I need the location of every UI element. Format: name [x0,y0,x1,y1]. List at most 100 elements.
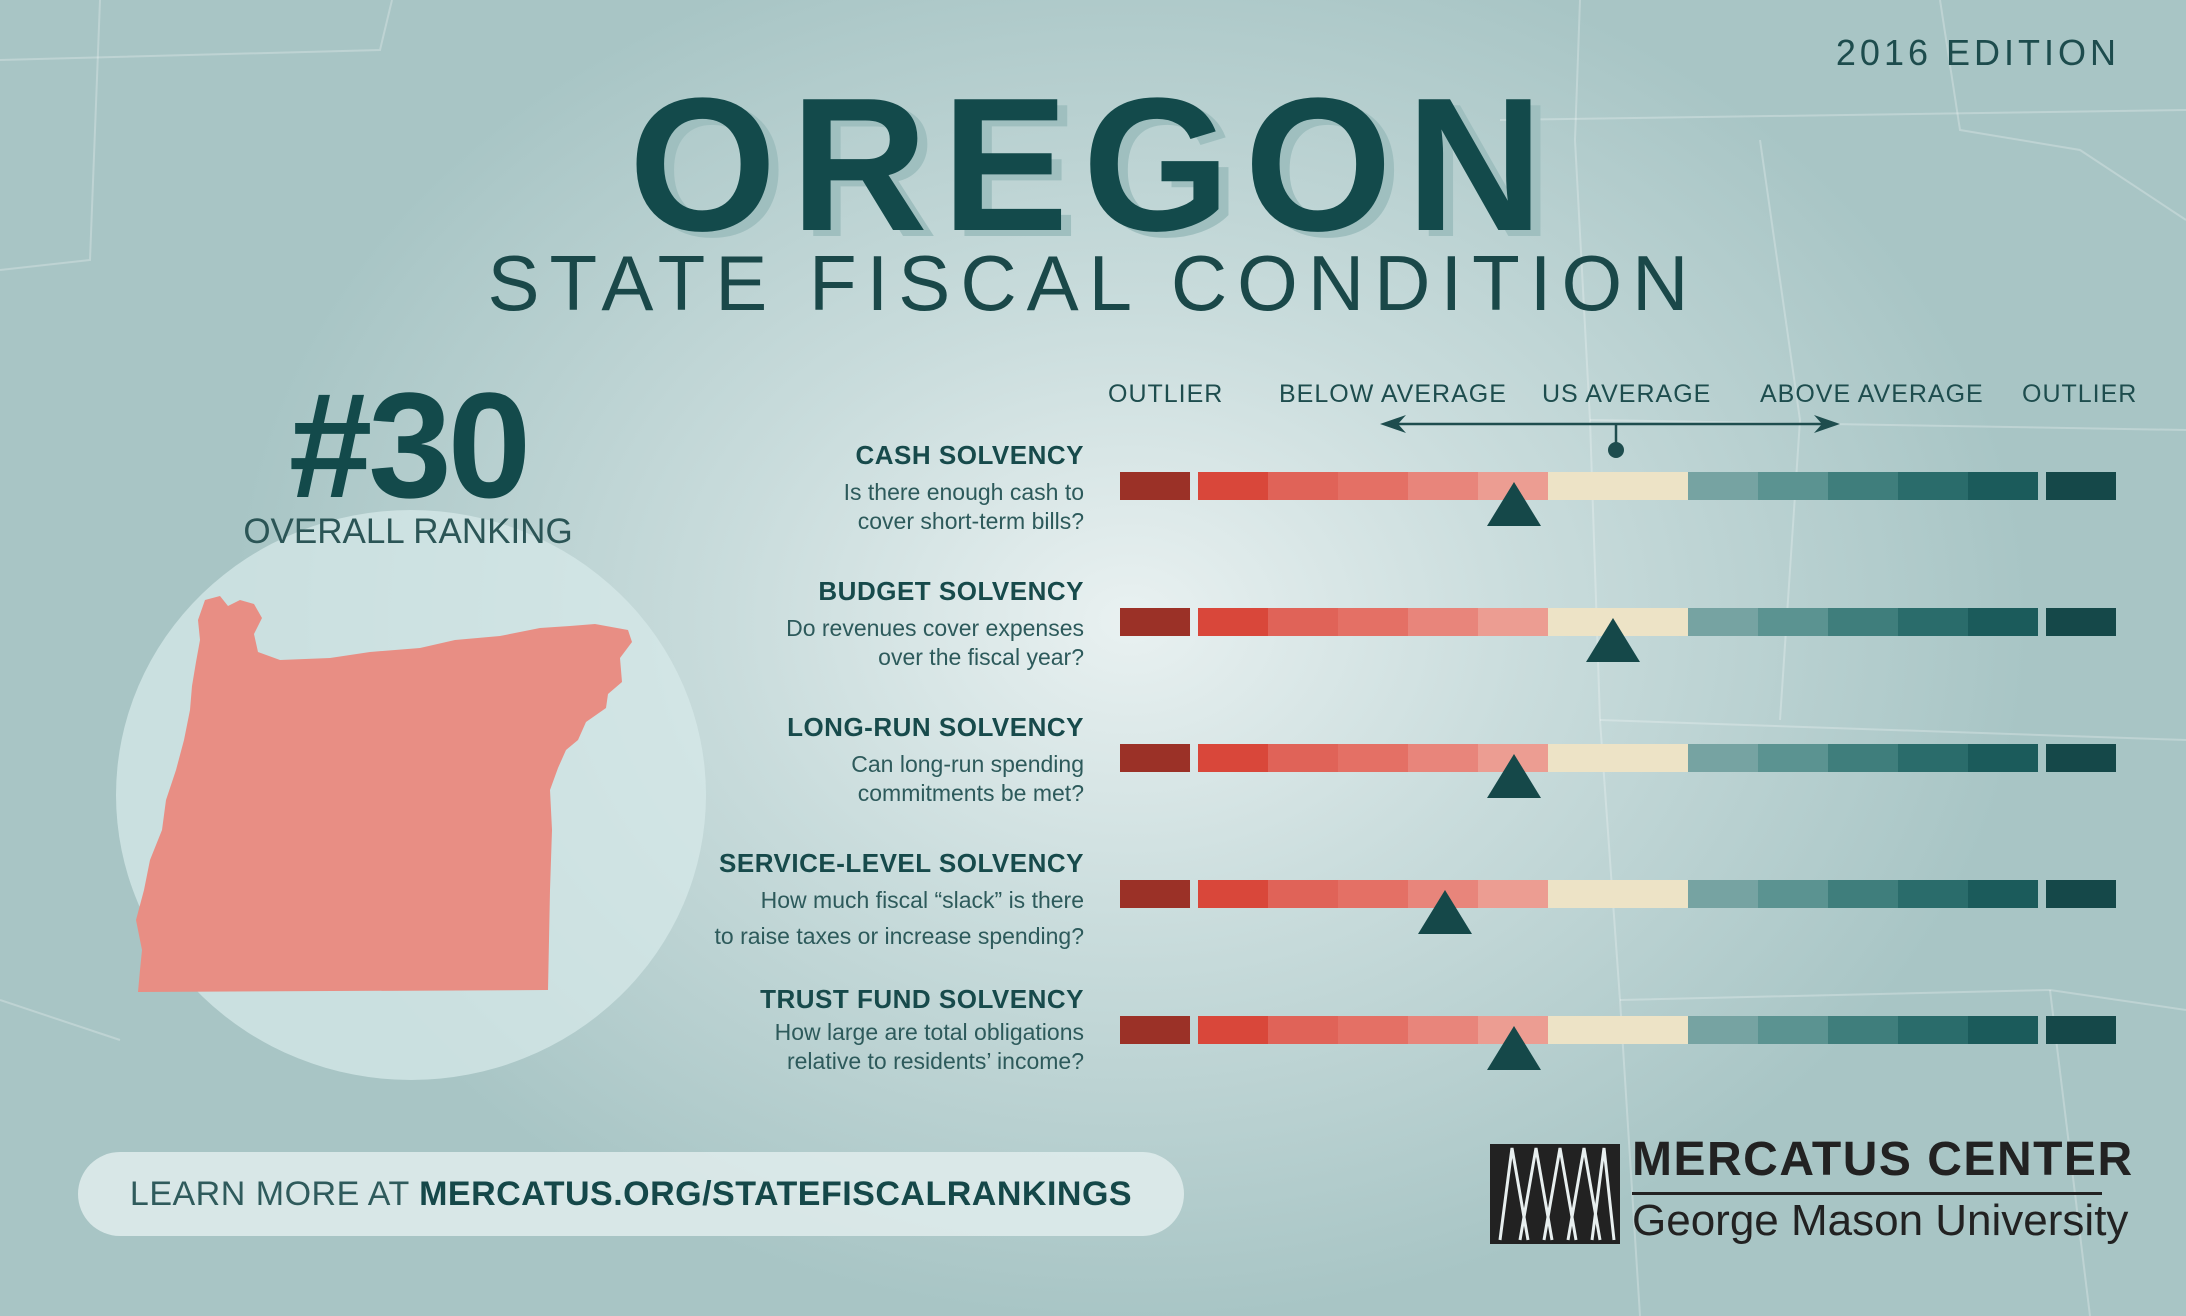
scale-segment [1828,880,1898,908]
scale-segment [1198,472,1268,500]
scale-segment [1898,744,1968,772]
scale-segment [1478,608,1548,636]
logo-name: MERCATUS CENTER [1632,1133,2134,1186]
scale-segment [1828,608,1898,636]
indicator-question-line-2: commitments be met? [857,780,1084,806]
scale-segment [1198,1016,1268,1044]
scale-segment [2046,608,2116,636]
scale-segment [1688,472,1758,500]
indicator-title: TRUST FUND SOLVENCY [760,984,1084,1014]
scale-segment [2046,744,2116,772]
position-marker-icon [1487,754,1542,798]
scale-label-outlier-high: OUTLIER [2022,380,2138,408]
scale-segment [1268,880,1338,908]
scale-bar [1120,1016,2116,1044]
oregon-state-fill [136,596,632,992]
scale-label-us-average: US AVERAGE [1542,380,1712,408]
scale-segment [2046,1016,2116,1044]
scale-bar [1120,880,2116,908]
indicator-title: LONG-RUN SOLVENCY [787,712,1084,742]
indicator-question-line-2: to raise taxes or increase spending? [714,923,1085,949]
scale-segment [1338,744,1408,772]
scale-segment [1408,1016,1478,1044]
scale-segment [1338,1016,1408,1044]
scale-segment [1408,744,1478,772]
scale-segment [1408,472,1478,500]
learn-more-banner[interactable]: LEARN MORE AT MERCATUS.ORG/STATEFISCALRA… [78,1152,1184,1236]
state-title: OREGON [628,59,1558,271]
scale-segment [1120,880,1190,908]
scale-segment [1198,744,1268,772]
scale-segment [1688,608,1758,636]
scale-segment [1688,1016,1758,1044]
subtitle: STATE FISCAL CONDITION [487,239,1699,327]
scale-segment [1548,744,1688,772]
overall-rank-label: OVERALL RANKING [243,512,573,551]
scale-segment [1758,608,1828,636]
scale-segment [1898,472,1968,500]
scale-segment [1548,880,1688,908]
scale-segment [1758,472,1828,500]
scale-segment [1898,608,1968,636]
indicator-title: SERVICE-LEVEL SOLVENCY [719,848,1084,878]
indicator-question-line-1: How large are total obligations [774,1019,1084,1045]
scale-segment [1268,472,1338,500]
learn-more-prefix: LEARN MORE AT [129,1175,420,1213]
scale-segment [1688,744,1758,772]
scale-segment [2046,472,2116,500]
position-marker-icon [1586,618,1640,662]
scale-segment [1268,1016,1338,1044]
scale-segment [1548,472,1688,500]
learn-more-link[interactable]: MERCATUS.ORG/STATEFISCALRANKINGS [419,1175,1133,1213]
oregon-map-shape [136,596,632,992]
scale-segment [1120,472,1190,500]
mercatus-logo-icon [1490,1144,1620,1244]
indicator-question-line-1: Can long-run spending [851,751,1084,777]
scale-bar [1120,608,2116,636]
scale-segment [1338,472,1408,500]
scale-segment [2046,880,2116,908]
scale-segment [1758,744,1828,772]
position-marker-icon [1487,482,1542,526]
logo-divider [1632,1192,2102,1195]
scale-segment [1898,1016,1968,1044]
scale-segment [1828,744,1898,772]
logo-subtitle: George Mason University [1632,1196,2129,1245]
indicator-question-line-1: How much fiscal “slack” is there [760,887,1084,913]
scale-segment [1268,608,1338,636]
scale-segment [1408,608,1478,636]
scale-segment [1478,880,1548,908]
indicator-question-line-2: relative to residents’ income? [786,1048,1084,1074]
scale-segment [1688,880,1758,908]
scale-label-below-average: BELOW AVERAGE [1279,380,1507,408]
scale-segment [1968,744,2038,772]
scale-segment [1120,1016,1190,1044]
indicator-question-line-1: Is there enough cash to [843,479,1084,505]
scale-segment [1968,472,2038,500]
indicator-question-line-2: cover short-term bills? [857,508,1084,534]
scale-segment [1968,880,2038,908]
scale-label-outlier-low: OUTLIER [1108,380,1224,408]
scale-segment [1120,608,1190,636]
scale-segment [1828,472,1898,500]
edition-label: 2016 EDITION [1835,32,2120,73]
scale-label-above-average: ABOVE AVERAGE [1760,380,1984,408]
scale-segment [1338,880,1408,908]
average-range-arrow [1380,415,1840,458]
scale-segment [1338,608,1408,636]
scale-segment [1758,880,1828,908]
position-marker-icon [1418,890,1473,934]
scale-segment [1120,744,1190,772]
scale-segment [1548,1016,1688,1044]
overall-rank-number: #30 [288,361,531,529]
scale-segment [1198,608,1268,636]
scale-segment [1758,1016,1828,1044]
scale-bar [1120,472,2116,500]
scale-bar [1120,744,2116,772]
scale-segment [1968,1016,2038,1044]
scale-segment [1828,1016,1898,1044]
indicator-question-line-2: over the fiscal year? [878,644,1084,670]
indicator-title: CASH SOLVENCY [855,440,1084,470]
scale-segment [1198,880,1268,908]
